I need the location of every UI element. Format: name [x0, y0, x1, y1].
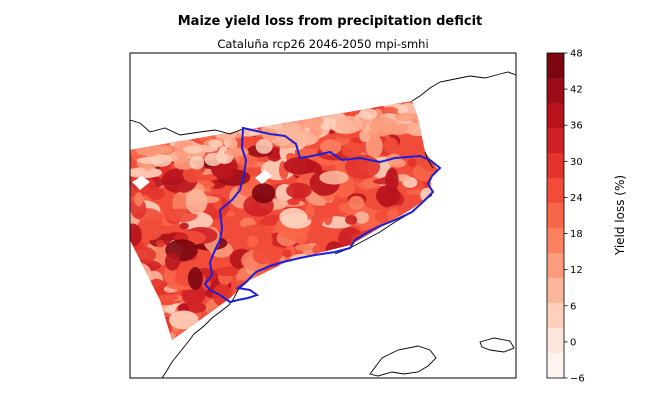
field-cell — [189, 155, 205, 170]
field-cell — [367, 128, 391, 137]
field-cell — [348, 195, 365, 210]
chart-subtitle: Cataluña rcp26 2046-2050 mpi-smhi — [217, 37, 428, 51]
field-cell — [133, 192, 144, 207]
field-cell — [341, 143, 357, 157]
field-cell — [321, 118, 338, 126]
colorbar-tick-label: 12 — [570, 265, 583, 276]
field-cell — [322, 201, 334, 226]
field-cell — [150, 154, 172, 167]
colorbar-tick-label: −6 — [570, 374, 585, 385]
colorbar-label: Yield loss (%) — [613, 175, 627, 256]
field-cell — [335, 115, 363, 134]
colorbar-band — [547, 203, 564, 228]
field-cell — [227, 138, 238, 150]
field-cell — [354, 211, 369, 224]
colorbar-band — [547, 278, 564, 303]
colorbar-frame — [546, 52, 565, 379]
colorbar-tick-label: 6 — [570, 301, 576, 312]
chart-title: Maize yield loss from precipitation defi… — [178, 14, 483, 29]
field-cell — [292, 131, 317, 147]
field-cell — [130, 167, 163, 179]
field-cell — [286, 182, 312, 199]
field-cell — [251, 183, 276, 204]
field-cell — [279, 207, 308, 227]
colorbar-band — [547, 353, 564, 378]
colorbar-band — [547, 328, 564, 353]
field-cell — [136, 218, 164, 241]
missing-data-patch — [132, 176, 150, 190]
colorbar-band — [547, 103, 564, 128]
field-cell — [383, 137, 399, 154]
cataluna-boundary — [203, 126, 442, 304]
field-cell — [319, 170, 349, 185]
field-cell — [381, 106, 399, 115]
map-area — [130, 53, 516, 378]
field-cell — [385, 167, 399, 193]
field-cell — [261, 229, 273, 251]
colorbar-tick-label: 30 — [570, 157, 583, 168]
field-cell — [295, 244, 313, 251]
field-cell — [187, 267, 203, 290]
colorbar-tick-label: 0 — [570, 337, 576, 348]
balearic-island-menorca — [479, 337, 515, 353]
field-cell — [287, 198, 300, 206]
field-cell — [173, 159, 195, 170]
field-cell — [246, 235, 259, 248]
field-cell — [215, 266, 239, 277]
missing-data-patch — [255, 170, 272, 184]
field-cell — [155, 239, 165, 248]
colorbar-band — [547, 53, 564, 78]
field-cell — [160, 145, 174, 154]
colorbar-tick-label: 48 — [570, 49, 583, 60]
colorbar-tick-label: 42 — [570, 85, 583, 96]
colorbar-band — [547, 303, 564, 328]
colorbar: 48 42 36 30 24 18 12 6 0 −6 Yield loss (%) — [546, 49, 627, 385]
field-cell — [252, 246, 274, 265]
colorbar-band — [547, 228, 564, 253]
colorbar-tick-label: 36 — [570, 121, 583, 132]
balearic-island-mallorca — [369, 345, 437, 377]
field-cell — [293, 230, 308, 245]
field-cell — [255, 138, 273, 154]
field-cell — [394, 112, 423, 122]
colorbar-band — [547, 253, 564, 278]
field-cell — [365, 134, 383, 159]
field-cell — [165, 252, 180, 271]
field-cell — [146, 187, 165, 200]
field-cell — [154, 293, 179, 302]
field-cell — [182, 165, 203, 183]
field-cell — [408, 158, 417, 168]
colorbar-tick-label: 24 — [570, 193, 583, 204]
field-cell — [320, 139, 342, 155]
field-cell — [345, 215, 358, 225]
map-frame — [129, 52, 517, 379]
field-cell — [241, 224, 274, 234]
colorbar-band — [547, 178, 564, 203]
field-cell — [183, 145, 203, 154]
field-cell — [130, 223, 142, 247]
field-cell — [208, 139, 223, 148]
colorbar-band — [547, 153, 564, 178]
field-cell — [283, 157, 316, 175]
field-cell — [282, 249, 292, 258]
field-cell — [282, 122, 299, 139]
field-cell — [312, 211, 325, 227]
colorbar-band — [547, 128, 564, 153]
colorbar-tick-label: 18 — [570, 229, 583, 240]
field-cell — [305, 202, 315, 221]
field-cell — [179, 222, 189, 230]
field-cell — [239, 154, 258, 168]
field-cell — [163, 208, 198, 223]
field-cell — [386, 153, 402, 166]
field-cell — [168, 310, 199, 330]
colorbar-band — [547, 78, 564, 103]
field-cell — [359, 108, 378, 120]
field-cell — [185, 189, 208, 215]
